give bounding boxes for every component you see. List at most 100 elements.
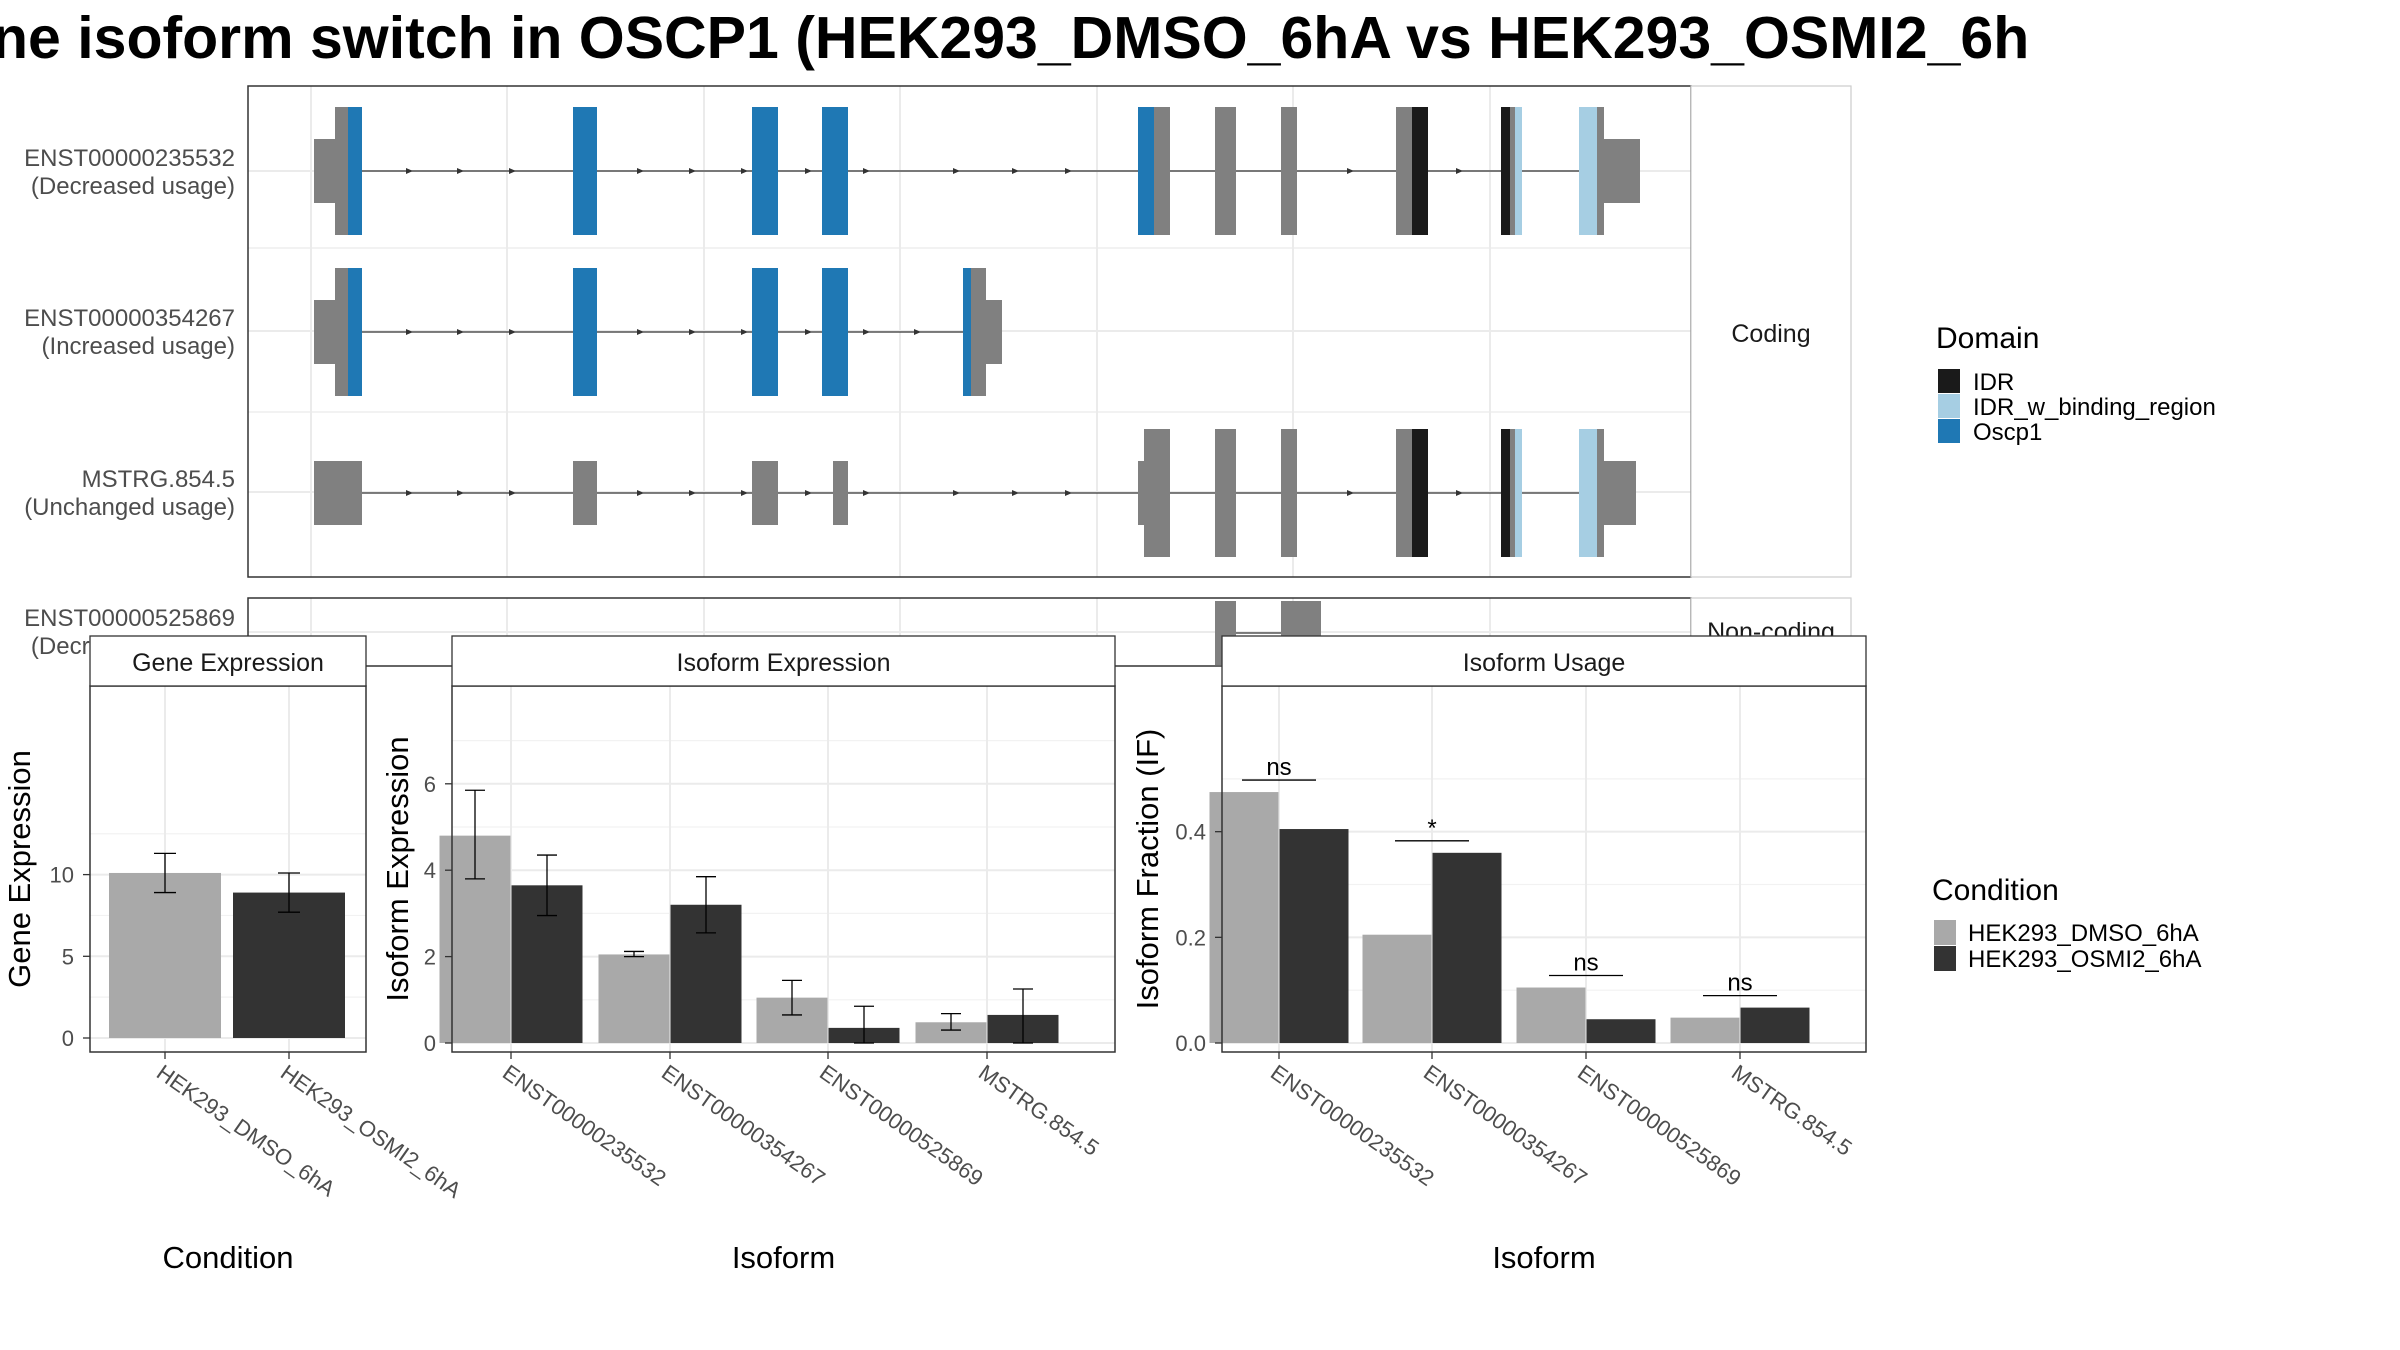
transcript-mstrg-854-5-exon-segment: [1597, 429, 1604, 557]
transcript-mstrg-854-5-strand-arrow: [1456, 490, 1463, 496]
transcript-enst00000354267-exon-segment: [963, 268, 971, 396]
transcript-mstrg-854-5-strand-arrow: [1347, 490, 1354, 496]
significance-label: ns: [1727, 970, 1752, 997]
transcript-enst00000354267-strand-arrow: [637, 329, 644, 335]
transcript-mstrg-854-5-exon-segment: [1501, 429, 1510, 557]
transcript-mstrg-854-5-strand-arrow: [689, 490, 696, 496]
bar: [1362, 934, 1432, 1043]
transcript-enst00000235532-exon-segment: [1138, 107, 1154, 235]
coding-strip-label: Coding: [1731, 320, 1810, 348]
figure-title: ne isoform switch in OSCP1 (HEK293_DMSO_…: [0, 5, 2029, 71]
legend-label-dmso: HEK293_DMSO_6hA: [1968, 920, 2199, 947]
transcript-mstrg-854-5-exon-segment: [1579, 429, 1597, 557]
transcript-enst00000235532-strand-arrow: [637, 168, 644, 174]
transcript-mstrg-854-5-strand-arrow: [741, 490, 748, 496]
bar: [598, 954, 670, 1043]
domain-legend-title: Domain: [1936, 322, 2039, 355]
transcript-mstrg-854-5-exon-segment: [314, 461, 362, 525]
transcript-enst00000235532-strand-arrow: [741, 168, 748, 174]
transcript-enst00000235532-exon-segment: [1501, 107, 1510, 235]
condition-legend-title: Condition: [1932, 874, 2059, 907]
transcript-mstrg-854-5-strand-arrow: [509, 490, 516, 496]
transcript-mstrg-854-5-exon-segment: [1281, 429, 1297, 557]
transcript-enst00000235532-strand-arrow: [863, 168, 870, 174]
transcript-enst00000235532-exon-segment: [1579, 107, 1597, 235]
transcript-enst00000354267-strand-arrow: [741, 329, 748, 335]
y-axis-title: Isoform Fraction (IF): [1130, 729, 1165, 1010]
bar-panels: Gene Expression0510HEK293_DMSO_6hAHEK293…: [2, 635, 1867, 1275]
y-tick-label: 0: [424, 1031, 436, 1056]
transcript-enst00000235532-exon-segment: [1412, 107, 1428, 235]
isoform-label-usage: (Increased usage): [42, 333, 235, 360]
transcript-mstrg-854-5-exon-segment: [1412, 429, 1428, 557]
panel-strip: [89, 635, 367, 687]
isoform-label-id: ENST00000525869: [24, 605, 235, 632]
isoform-label-id: MSTRG.854.5: [82, 466, 235, 493]
bar: [1209, 792, 1279, 1043]
transcript-enst00000235532-strand-arrow: [805, 168, 812, 174]
transcript-enst00000235532-exon-segment: [1396, 107, 1412, 235]
transcript-enst00000235532-exon-segment: [314, 139, 335, 203]
transcript-mstrg-854-5-exon-segment: [1510, 429, 1515, 557]
transcript-enst00000235532-strand-arrow: [1456, 168, 1463, 174]
bar: [109, 872, 221, 1038]
transcript-enst00000235532-exon-segment: [1215, 107, 1236, 235]
x-axis-title: Isoform: [732, 1240, 835, 1275]
y-tick-label: 2: [424, 945, 436, 970]
bar: [1670, 1017, 1740, 1043]
transcript-enst00000354267-exon-segment: [986, 300, 1002, 364]
transcript-enst00000235532-strand-arrow: [509, 168, 516, 174]
transcript-enst00000354267-strand-arrow: [509, 329, 516, 335]
transcript-enst00000354267-strand-arrow: [805, 329, 812, 335]
x-axis-title: Condition: [163, 1240, 294, 1275]
x-tick-label: MSTRG.854.5: [1727, 1060, 1857, 1161]
x-tick-label: ENST00000525869: [815, 1060, 988, 1191]
panel-strip-title: Gene Expression: [132, 649, 324, 677]
transcript-enst00000354267-strand-arrow: [689, 329, 696, 335]
transcript-enst00000235532-exon-segment: [1154, 107, 1170, 235]
y-tick-label: 0.2: [1175, 925, 1206, 950]
transcript-enst00000354267-exon-segment: [822, 268, 848, 396]
x-axis-title: Isoform: [1492, 1240, 1595, 1275]
coding-strip: [1690, 85, 1852, 578]
bar-panel: Gene Expression0510HEK293_DMSO_6hAHEK293…: [2, 635, 466, 1275]
transcript-enst00000235532-exon-segment: [573, 107, 597, 235]
transcript-enst00000354267-strand-arrow: [863, 329, 870, 335]
y-tick-label: 0: [62, 1026, 74, 1051]
transcript-mstrg-854-5-exon-segment: [1604, 461, 1636, 525]
transcript-enst00000354267-exon-segment: [752, 268, 778, 396]
coding-transcripts: [314, 107, 1640, 557]
bar-panel: Isoform Expression0246ENST00000235532ENS…: [380, 635, 1116, 1275]
isoform-label-id: ENST00000354267: [24, 305, 235, 332]
transcript-enst00000235532-strand-arrow: [1347, 168, 1354, 174]
transcript-enst00000235532-exon-segment: [752, 107, 778, 235]
x-tick-label: ENST00000525869: [1573, 1060, 1746, 1191]
y-axis-title: Gene Expression: [2, 750, 37, 988]
significance-label: ns: [1573, 950, 1598, 977]
transcript-mstrg-854-5-strand-arrow: [1065, 490, 1072, 496]
legend-label-oscp1: Oscp1: [1973, 419, 2042, 446]
transcript-enst00000235532-strand-arrow: [457, 168, 464, 174]
x-tick-label: MSTRG.854.5: [974, 1060, 1104, 1161]
transcript-mstrg-854-5-strand-arrow: [953, 490, 960, 496]
transcript-enst00000354267-exon-segment: [971, 268, 986, 396]
y-tick-label: 0.4: [1175, 820, 1206, 845]
panel-strip-title: Isoform Usage: [1463, 649, 1626, 677]
isoform-labels: ENST00000235532 (Decreased usage) ENST00…: [24, 145, 235, 660]
transcript-enst00000235532-exon-segment: [1604, 139, 1640, 203]
transcript-mstrg-854-5-strand-arrow: [863, 490, 870, 496]
transcript-enst00000235532-strand-arrow: [689, 168, 696, 174]
x-tick-label: ENST00000354267: [1419, 1060, 1592, 1191]
transcript-mstrg-854-5-exon-segment: [833, 461, 848, 525]
transcript-mstrg-854-5-strand-arrow: [805, 490, 812, 496]
bar: [1740, 1007, 1810, 1043]
transcript-enst00000235532-strand-arrow: [1012, 168, 1019, 174]
bar: [233, 892, 345, 1038]
transcript-enst00000235532-strand-arrow: [1065, 168, 1072, 174]
transcript-enst00000354267-exon-segment: [314, 300, 335, 364]
y-tick-label: 4: [424, 858, 436, 883]
transcript-enst00000235532-strand-arrow: [406, 168, 413, 174]
transcript-mstrg-854-5-exon-segment: [1138, 461, 1144, 525]
legend-label-idr: IDR: [1973, 369, 2014, 396]
y-tick-label: 0.0: [1175, 1031, 1206, 1056]
